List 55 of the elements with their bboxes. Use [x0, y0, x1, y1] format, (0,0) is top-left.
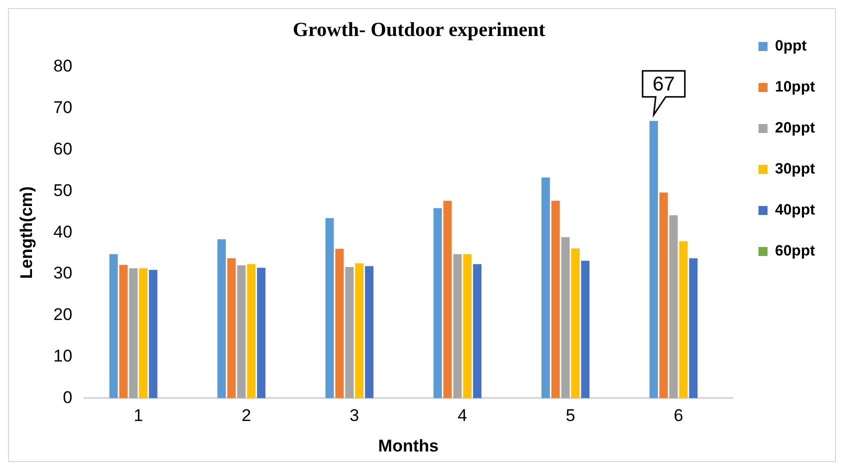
x-tick-label: 2 — [242, 406, 252, 426]
bar — [571, 248, 580, 398]
y-tick-label: 0 — [62, 388, 72, 407]
bar — [463, 254, 472, 398]
bar — [247, 264, 256, 398]
bar — [659, 192, 668, 398]
bar — [335, 248, 344, 398]
y-tick-label: 50 — [53, 180, 72, 200]
bar — [561, 237, 570, 398]
x-tick-label: 3 — [350, 406, 360, 426]
bar — [551, 200, 560, 398]
y-tick-label: 60 — [53, 139, 72, 158]
y-axis-title: Length(cm) — [16, 186, 36, 279]
bar — [345, 266, 354, 398]
bar — [443, 200, 452, 398]
y-tick-label: 10 — [53, 346, 72, 366]
bar — [257, 268, 266, 398]
y-tick-label: 20 — [53, 305, 72, 324]
y-tick-label: 70 — [53, 98, 72, 118]
bar — [355, 263, 364, 398]
bar — [139, 268, 148, 398]
legend-label: 0ppt — [774, 38, 807, 55]
bar — [365, 266, 374, 398]
bar — [453, 254, 462, 398]
x-axis-title: Months — [378, 436, 439, 456]
y-tick-label: 40 — [53, 222, 72, 242]
legend-label: 40ppt — [774, 202, 816, 219]
legend-label: 20ppt — [774, 120, 816, 137]
bar — [541, 178, 550, 398]
y-tick-label: 30 — [53, 264, 72, 283]
x-tick-label: 6 — [674, 406, 684, 426]
chart-title: Growth- Outdoor experiment — [292, 19, 546, 42]
bar — [148, 270, 158, 398]
bar — [669, 215, 678, 398]
bar — [473, 264, 482, 398]
bar — [119, 264, 128, 398]
bar — [237, 265, 246, 398]
bar — [650, 120, 658, 398]
x-tick-label: 4 — [458, 406, 468, 426]
data-label: 67 — [652, 73, 675, 96]
bar — [325, 218, 334, 398]
x-tick-label: 5 — [566, 406, 576, 426]
bar — [581, 260, 590, 398]
bar — [679, 241, 688, 398]
legend-label: 10ppt — [774, 78, 816, 96]
bar — [689, 258, 698, 398]
bar — [433, 208, 442, 398]
x-tick-label: 1 — [134, 406, 144, 426]
bar — [217, 239, 226, 398]
y-tick-label: 80 — [53, 56, 72, 76]
bar — [109, 254, 118, 398]
bar — [227, 258, 236, 398]
legend-label: 30ppt — [774, 160, 816, 178]
legend-label: 60ppt — [774, 242, 816, 260]
bar — [129, 268, 138, 398]
